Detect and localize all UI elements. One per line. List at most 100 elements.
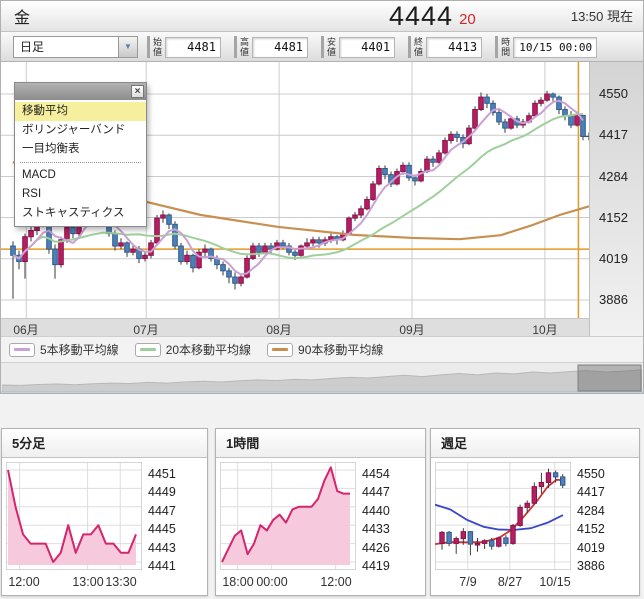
x-axis-label: 12:00 (8, 575, 40, 589)
y-axis-label: 4441 (148, 559, 176, 573)
ma-legend: 5本移動平均線 20本移動平均線 90本移動平均線 (1, 336, 643, 362)
close-field: 終 値 4413 (408, 36, 483, 58)
open-field: 始 値 4481 (147, 36, 222, 58)
menu-item-bollinger-bands[interactable]: ボリンジャーバンド (22, 124, 126, 136)
menu-item-moving-average[interactable]: 移動平均 (15, 102, 146, 121)
indicator-menu-titlebar[interactable]: × (15, 83, 146, 100)
x-axis-label: 7/9 (459, 575, 477, 589)
y-axis-label: 4447 (362, 485, 390, 499)
one-hour-x-axis: 18:00 00:00 12:00 (216, 574, 425, 594)
y-axis-label: 4447 (148, 504, 176, 518)
low-field: 安 値 4401 (321, 36, 396, 58)
y-axis-label: 4550 (577, 467, 605, 481)
panel-1hour-chart: 4454 4447 4440 4433 4426 4419 (216, 458, 425, 574)
y-axis-label: 3886 (577, 559, 605, 573)
indicator-menu: × 移動平均 ボリンジャーバンド 一目均衡表 MACD RSI ストキャスティク… (14, 82, 147, 227)
high-field: 高 値 4481 (234, 36, 309, 58)
timeframe-select[interactable]: 日足 ▼ (13, 36, 138, 58)
menu-item-rsi[interactable]: RSI (22, 188, 42, 200)
five-min-y-axis: 4451 4449 4447 4445 4443 4441 (148, 462, 204, 574)
ohlc-fields: 始 値 4481 高 値 4481 安 (147, 36, 610, 58)
y-axis-label: 4152 (577, 522, 605, 536)
x-axis-label: 10月 (532, 323, 558, 337)
time-label: 時 間 (501, 37, 511, 57)
main-chart-area: 4550 4417 4284 4152 4019 3886 06月 07月 08… (1, 62, 643, 337)
ma20-line-icon (134, 342, 161, 357)
low-value: 4401 (339, 36, 396, 58)
low-label: 安 値 (327, 37, 337, 57)
y-axis-label: 4433 (362, 522, 390, 536)
high-value: 4481 (252, 36, 309, 58)
y-axis-label: 4451 (148, 467, 176, 481)
legend-item-ma5: 5本移動平均線 (9, 341, 119, 358)
field-divider (147, 36, 150, 58)
open-value: 4481 (165, 36, 222, 58)
price-group: 4444 20 (389, 1, 476, 32)
y-axis-label: 3886 (599, 292, 628, 307)
panel-1hour: 1時間 4454 4447 4440 4433 4426 4419 18:00 … (215, 428, 426, 596)
y-axis-label: 4426 (362, 541, 390, 555)
legend-item-ma20: 20本移動平均線 (134, 341, 251, 358)
field-divider (321, 36, 325, 58)
close-icon[interactable]: × (131, 85, 144, 98)
x-axis-label: 10/15 (539, 575, 571, 589)
y-axis-label: 4417 (577, 485, 605, 499)
close-value: 4413 (426, 36, 483, 58)
ma5-line-icon (9, 342, 35, 357)
five-min-line-chart (6, 462, 142, 570)
chevron-down-icon[interactable]: ▼ (118, 36, 138, 58)
panel-weekly-title: 週足 (431, 429, 639, 458)
header-bar: 金 4444 20 13:50 現在 (1, 1, 643, 32)
y-axis-label: 4445 (148, 522, 176, 536)
y-axis-label: 4550 (599, 86, 628, 101)
high-label: 高 値 (240, 37, 250, 57)
y-axis-label: 4419 (362, 559, 390, 573)
main-y-axis: 4550 4417 4284 4152 4019 3886 (589, 62, 643, 336)
y-axis-label: 4440 (362, 504, 390, 518)
y-axis-label: 4417 (599, 127, 628, 142)
open-label: 始 値 (153, 37, 163, 57)
x-axis-label: 18:00 (222, 575, 254, 589)
y-axis-label: 4019 (599, 251, 628, 266)
y-axis-label: 4284 (599, 169, 628, 184)
field-divider (408, 36, 412, 58)
bar-time-value: 10/15 00:00 (513, 36, 598, 58)
timeframe-value[interactable]: 日足 (13, 36, 118, 58)
menu-item-ichimoku[interactable]: 一目均衡表 (22, 143, 80, 155)
panel-5min-chart: 4451 4449 4447 4445 4443 4441 (2, 458, 207, 574)
current-price: 4444 (389, 1, 454, 31)
y-axis-label: 4284 (577, 504, 605, 518)
y-axis-label: 4443 (148, 541, 176, 555)
weekly-candlestick-chart (435, 462, 571, 570)
y-axis-label: 4019 (577, 541, 605, 555)
main-x-axis: 06月 07月 08月 09月 10月 (1, 318, 589, 337)
x-axis-label: 13:00 (72, 575, 104, 589)
weekly-y-axis: 4550 4417 4284 4152 4019 3886 (577, 462, 633, 574)
y-axis-label: 4454 (362, 467, 390, 481)
y-axis-label: 4449 (148, 485, 176, 499)
daily-chart-panel: 金 4444 20 13:50 現在 日足 ▼ 始 値 4481 (0, 0, 644, 394)
navigator-silhouette[interactable] (2, 364, 642, 392)
field-divider (234, 36, 238, 58)
field-divider (495, 36, 499, 58)
price-change: 20 (459, 11, 476, 28)
indicator-menu-list: 移動平均 ボリンジャーバンド 一目均衡表 MACD RSI ストキャスティクス (15, 100, 146, 226)
menu-item-stochastics[interactable]: ストキャスティクス (22, 207, 125, 219)
x-axis-label: 09月 (399, 323, 425, 337)
x-axis-label: 8/27 (497, 575, 523, 589)
weekly-x-axis: 7/9 8/27 10/15 (431, 574, 639, 594)
menu-divider (20, 162, 141, 163)
instrument-name: 金 (14, 10, 31, 27)
x-axis-label: 13:30 (105, 575, 137, 589)
panel-weekly-chart: 4550 4417 4284 4152 4019 3886 (431, 458, 639, 574)
x-axis-label: 08月 (266, 323, 292, 337)
five-min-x-axis: 12:00 13:00 13:30 (2, 574, 207, 594)
quote-timestamp: 13:50 現在 (570, 9, 633, 24)
menu-item-macd[interactable]: MACD (22, 169, 56, 181)
one-hour-line-chart (220, 462, 356, 570)
chart-overview-navigator[interactable] (1, 362, 643, 393)
ma90-line-icon (267, 342, 294, 357)
x-axis-label: 00:00 (256, 575, 288, 589)
controls-bar: 日足 ▼ 始 値 4481 高 値 (1, 32, 643, 62)
